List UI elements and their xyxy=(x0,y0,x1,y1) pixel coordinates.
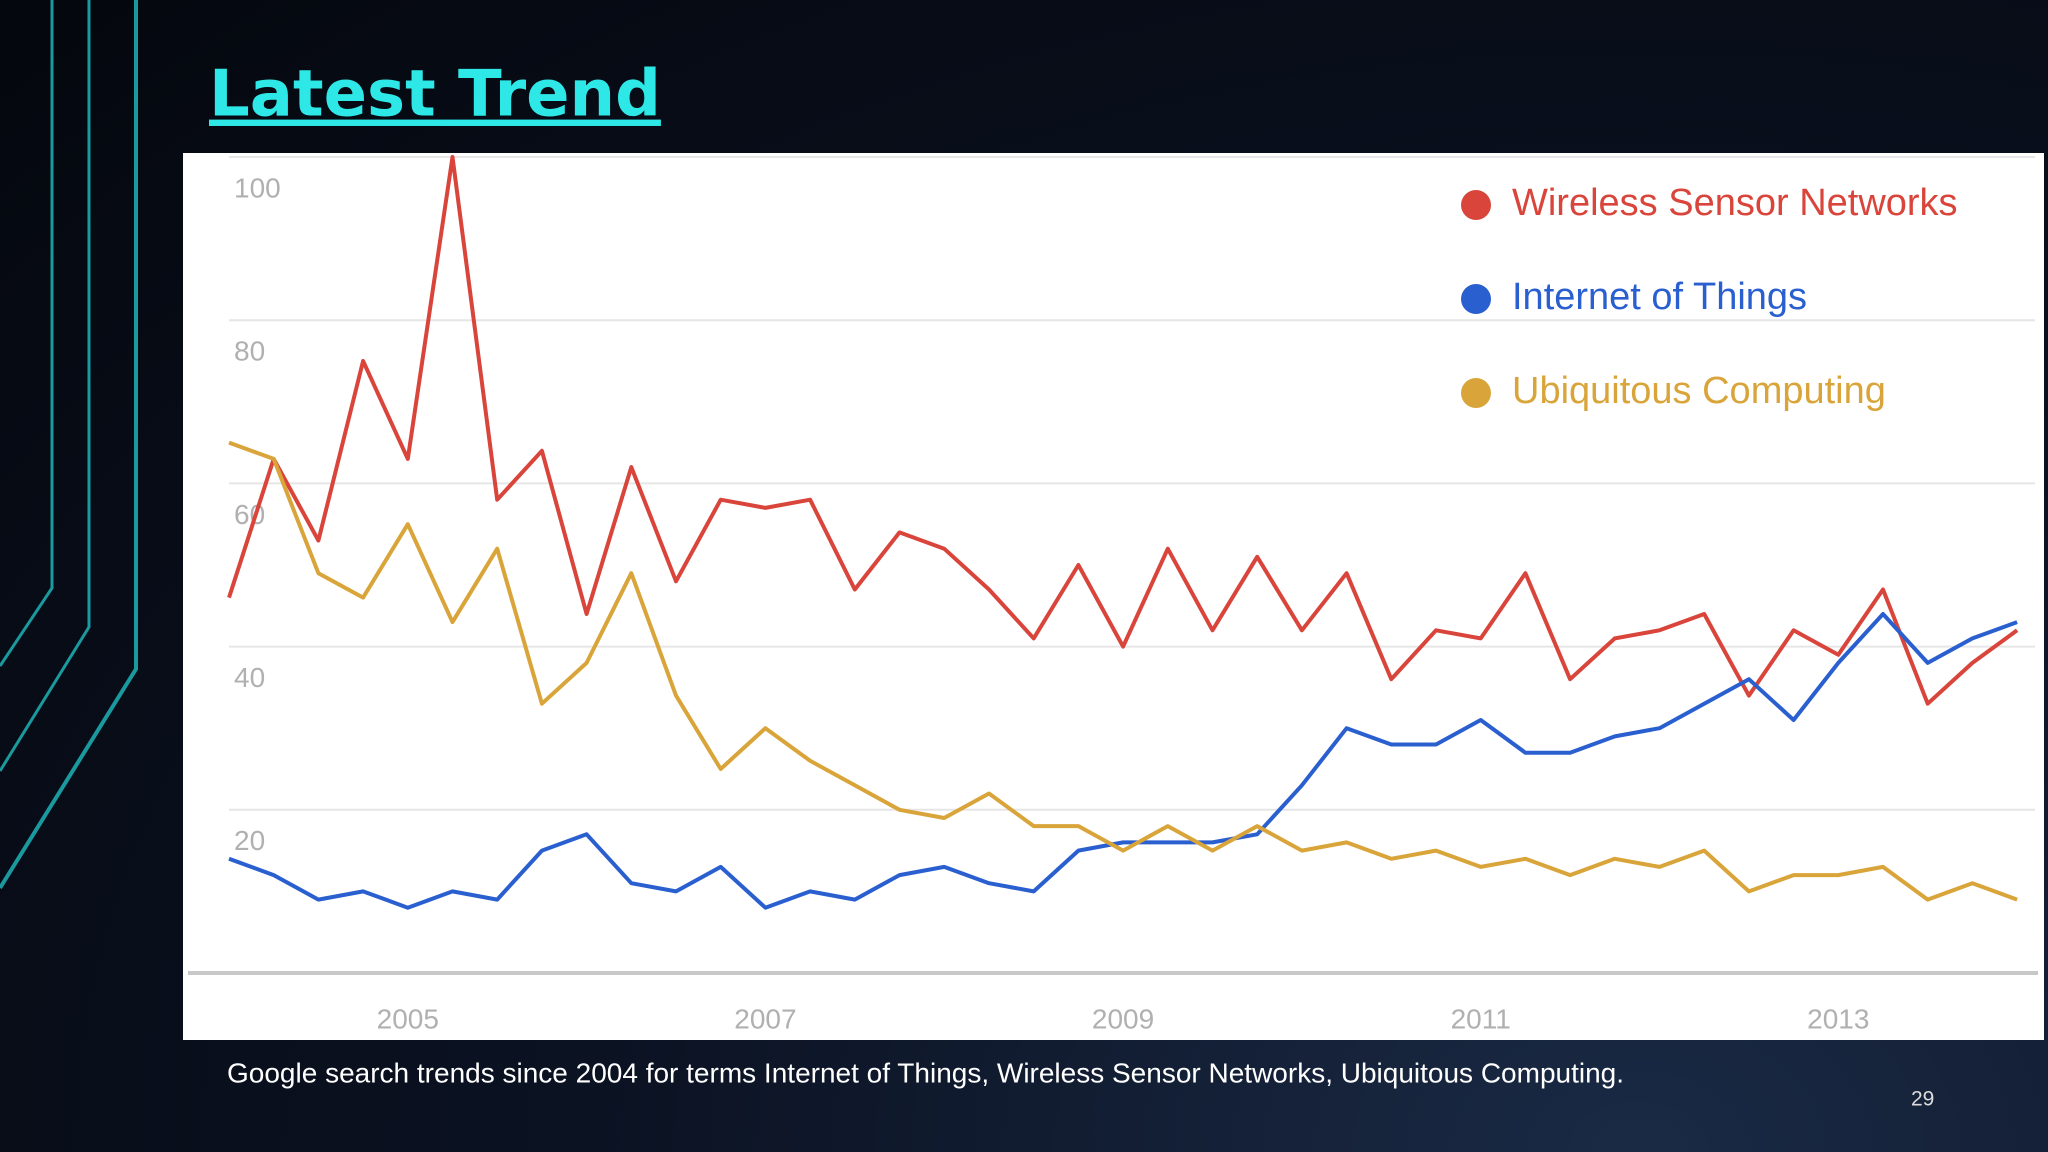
chart-background xyxy=(183,153,2044,1040)
legend-label: Ubiquitous Computing xyxy=(1512,370,1886,412)
series-line xyxy=(228,612,2018,910)
x-tick-label: 2009 xyxy=(1092,1003,1154,1034)
series-line xyxy=(228,440,2018,902)
y-tick-label: 20 xyxy=(234,825,265,856)
legend-label: Internet of Things xyxy=(1512,276,1807,318)
legend-label: Wireless Sensor Networks xyxy=(1512,182,1958,224)
legend-marker xyxy=(1461,190,1491,220)
y-tick-label: 80 xyxy=(234,336,265,367)
x-tick-label: 2013 xyxy=(1807,1003,1869,1034)
decor-line xyxy=(0,0,138,890)
x-tick-label: 2005 xyxy=(377,1003,439,1034)
decor-line xyxy=(0,0,54,667)
caption: Google search trends since 2004 for term… xyxy=(227,1057,1624,1088)
x-tick-label: 2011 xyxy=(1451,1003,1511,1034)
legend-marker xyxy=(1461,378,1491,408)
x-tick-label: 2007 xyxy=(734,1003,796,1034)
slide-title: Latest Trend xyxy=(209,58,661,132)
legend-marker xyxy=(1461,284,1491,314)
y-tick-label: 100 xyxy=(234,172,281,203)
series-line xyxy=(227,155,2019,706)
y-tick-label: 40 xyxy=(234,662,265,693)
decor-line xyxy=(0,0,91,772)
page-number: 29 xyxy=(1911,1088,1934,1111)
